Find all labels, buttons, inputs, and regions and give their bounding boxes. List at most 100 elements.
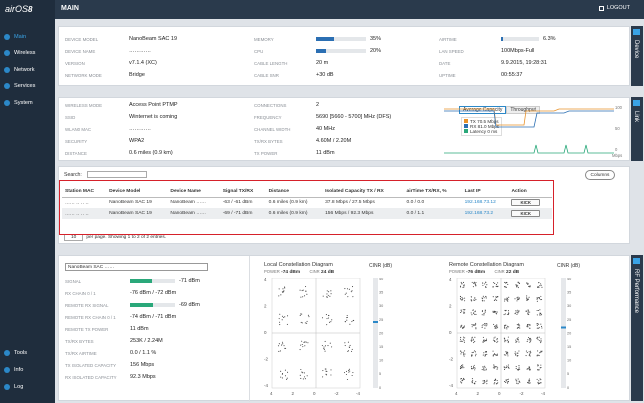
axis-tick: 0 <box>313 391 316 396</box>
search-input[interactable] <box>87 171 147 178</box>
constellation-point <box>514 352 516 355</box>
constellation-point <box>330 321 332 323</box>
sidebar-item-system[interactable]: System <box>4 97 52 109</box>
constellation-point <box>494 282 496 285</box>
constellation-point <box>486 380 488 383</box>
column-header[interactable]: airTime TX/RX, % <box>403 186 462 198</box>
constellation-point <box>279 350 281 352</box>
usage-bar <box>316 37 366 41</box>
row-value: ………… <box>129 126 151 132</box>
tab-device-label: Device <box>633 40 639 59</box>
constellation-point <box>530 338 532 340</box>
tab-link[interactable]: Link <box>631 97 643 161</box>
constellation-point <box>481 325 483 327</box>
column-header[interactable]: Last IP <box>461 186 509 198</box>
constellation-point <box>463 355 465 357</box>
table-row: …… ‥ ‥ ‥ NanoBeam SAC 19 NanoBeam …… -69 / … <box>62 208 552 219</box>
last-ip-link[interactable]: 192.168.73.2 <box>464 211 494 216</box>
constellation-point <box>515 311 517 313</box>
constellation-point <box>473 299 475 301</box>
constellation-point <box>496 339 498 341</box>
constellation-point <box>506 379 508 381</box>
sidebar-item-network[interactable]: Network <box>4 64 52 76</box>
constellation-point <box>536 324 538 326</box>
row-label: RX ISOLATED CAPACITY <box>65 374 117 380</box>
constellation-point <box>483 352 485 354</box>
constellation-point <box>492 354 494 356</box>
constellation-point <box>539 285 541 287</box>
column-header[interactable]: Signal TX/RX <box>219 186 266 198</box>
usage-bar-fill <box>316 37 334 41</box>
constellation-point <box>485 325 487 327</box>
constellation-point <box>515 368 517 370</box>
cell-airtime: 0.0 / 0.0 <box>404 197 462 208</box>
y-tick: 100 <box>615 105 622 110</box>
last-ip-link[interactable]: 192.168.73.12 <box>464 200 496 206</box>
axis-tick: -4 <box>449 383 453 388</box>
kick-button[interactable]: KICK <box>511 210 540 217</box>
station-select[interactable]: NanoBeam SAC …… <box>65 263 208 271</box>
constellation-point <box>540 283 542 285</box>
logout-button[interactable]: LOGOUT <box>598 5 630 11</box>
axis-tick: 2 <box>449 304 452 309</box>
constellation-point <box>461 324 463 326</box>
row-label: SECURITY <box>65 138 88 144</box>
tab-device[interactable]: Device <box>631 26 643 86</box>
column-header[interactable]: Device Model <box>106 186 168 198</box>
sidebar-item-info[interactable]: Info <box>4 364 52 376</box>
tab-average-capacity[interactable]: Average Capacity <box>459 106 507 114</box>
column-header[interactable]: Action <box>508 186 552 198</box>
legend-latency-label: Latency 0 ms <box>470 129 498 134</box>
constellation-point <box>474 297 476 299</box>
constellation-point <box>282 343 284 345</box>
constellation-point <box>540 338 542 340</box>
column-header[interactable]: Device Name <box>167 186 220 198</box>
kick-button[interactable]: KICK <box>511 199 540 207</box>
constellation-point <box>460 381 462 383</box>
sidebar-item-tools[interactable]: Tools <box>4 347 52 359</box>
columns-button[interactable]: Columns <box>585 170 615 180</box>
constellation-point <box>507 298 509 301</box>
constellation-point <box>518 365 520 367</box>
throughput-lines <box>444 108 614 154</box>
constellation-point <box>540 341 542 343</box>
sidebar-item-main[interactable]: Main <box>4 31 52 43</box>
constellation-point <box>485 323 487 325</box>
constellation-point <box>470 340 473 342</box>
constellation-point <box>304 345 306 347</box>
sidebar-item-log[interactable]: Log <box>4 381 52 393</box>
constellation-point <box>278 288 280 290</box>
column-header[interactable]: Isolated Capacity TX / RX <box>322 186 404 198</box>
constellation-point <box>492 339 494 341</box>
constellation-point <box>494 327 496 330</box>
sidebar-item-wireless[interactable]: Wireless <box>4 47 52 59</box>
constellation-point <box>494 382 496 384</box>
usage-bar <box>130 279 175 283</box>
constellation-point <box>301 343 303 346</box>
constellation-point <box>471 324 473 326</box>
constellation-point <box>328 321 331 323</box>
constellation-point <box>527 381 529 383</box>
column-header[interactable]: Station MAC <box>62 186 107 198</box>
constellation-point <box>481 326 483 328</box>
constellation-point <box>516 300 518 302</box>
constellation-point <box>304 378 306 380</box>
info-row: REMOTE RX CHAIN 0 / 1 -74 dBm / -71 dBm <box>65 313 176 321</box>
constellation-point <box>350 291 352 293</box>
constellation-point <box>504 326 506 328</box>
constellation-point <box>347 341 349 343</box>
page-size-select[interactable]: 10 <box>64 234 84 241</box>
sidebar-item-services[interactable]: Services <box>4 80 52 92</box>
logout-icon <box>598 5 604 11</box>
row-label: CABLE SNR <box>254 72 279 78</box>
tab-throughput[interactable]: Throughput <box>506 106 540 114</box>
constellation-point <box>471 377 473 380</box>
constellation-point <box>536 314 538 316</box>
constellation-point <box>538 336 540 338</box>
tab-rf-performance[interactable]: RF Performance <box>631 255 643 401</box>
constellation-point <box>461 283 463 285</box>
constellation-point <box>528 367 530 369</box>
column-header[interactable]: Distance <box>265 186 323 198</box>
constellation-point <box>459 311 462 314</box>
axis-tick: 0 <box>264 330 267 335</box>
